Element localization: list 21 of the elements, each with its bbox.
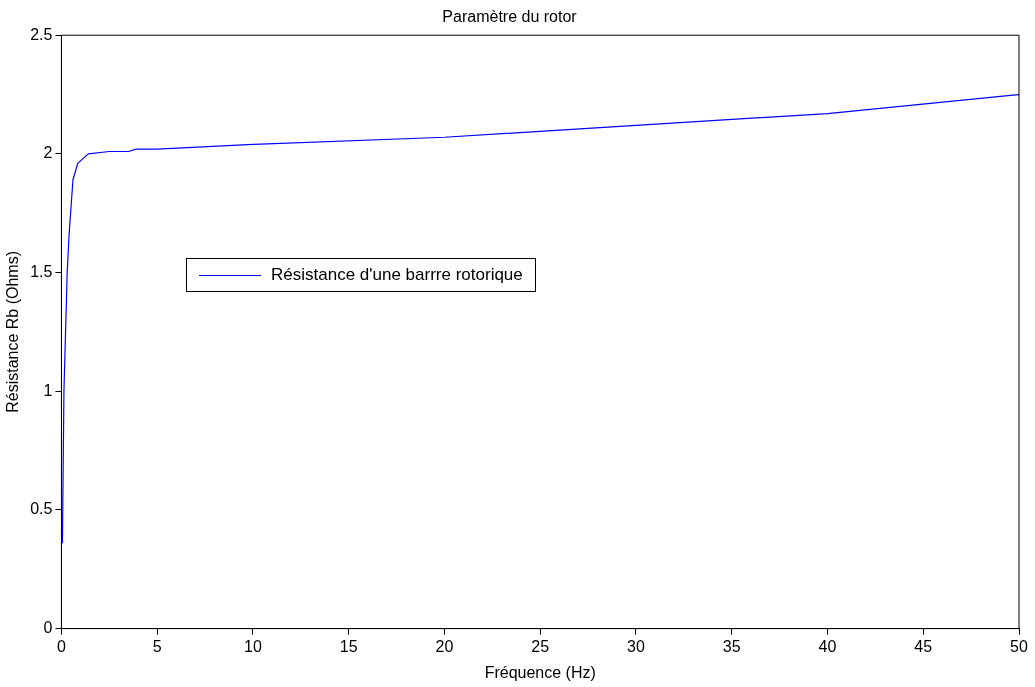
x-tick-label: 45 [914, 637, 933, 655]
x-tick-label: 35 [722, 637, 741, 655]
x-tick-label: 50 [1010, 637, 1028, 655]
x-tick-label: 5 [152, 637, 162, 655]
y-axis-title: Résistance Rb (Ohms) [4, 250, 22, 413]
x-tick-label: 0 [56, 637, 66, 655]
x-axis-title: Fréquence (Hz) [484, 663, 596, 681]
y-tick-label: 2 [43, 144, 53, 162]
x-tick-label: 25 [531, 637, 550, 655]
x-tick-label: 40 [818, 637, 837, 655]
y-tick-label: 0 [43, 619, 53, 637]
x-tick-label: 30 [627, 637, 645, 655]
chart-title: Paramètre du rotor [442, 8, 578, 26]
x-tick-label: 20 [435, 637, 454, 655]
y-tick-label: 2.5 [30, 25, 53, 43]
y-tick-label: 0.5 [30, 500, 53, 518]
legend-label: Résistance d'une barrre rotorique [271, 265, 523, 285]
x-tick-label: 15 [339, 637, 358, 655]
x-tick-label: 10 [244, 637, 262, 655]
y-tick-label: 1 [43, 381, 53, 399]
y-tick-label: 1.5 [30, 262, 53, 280]
